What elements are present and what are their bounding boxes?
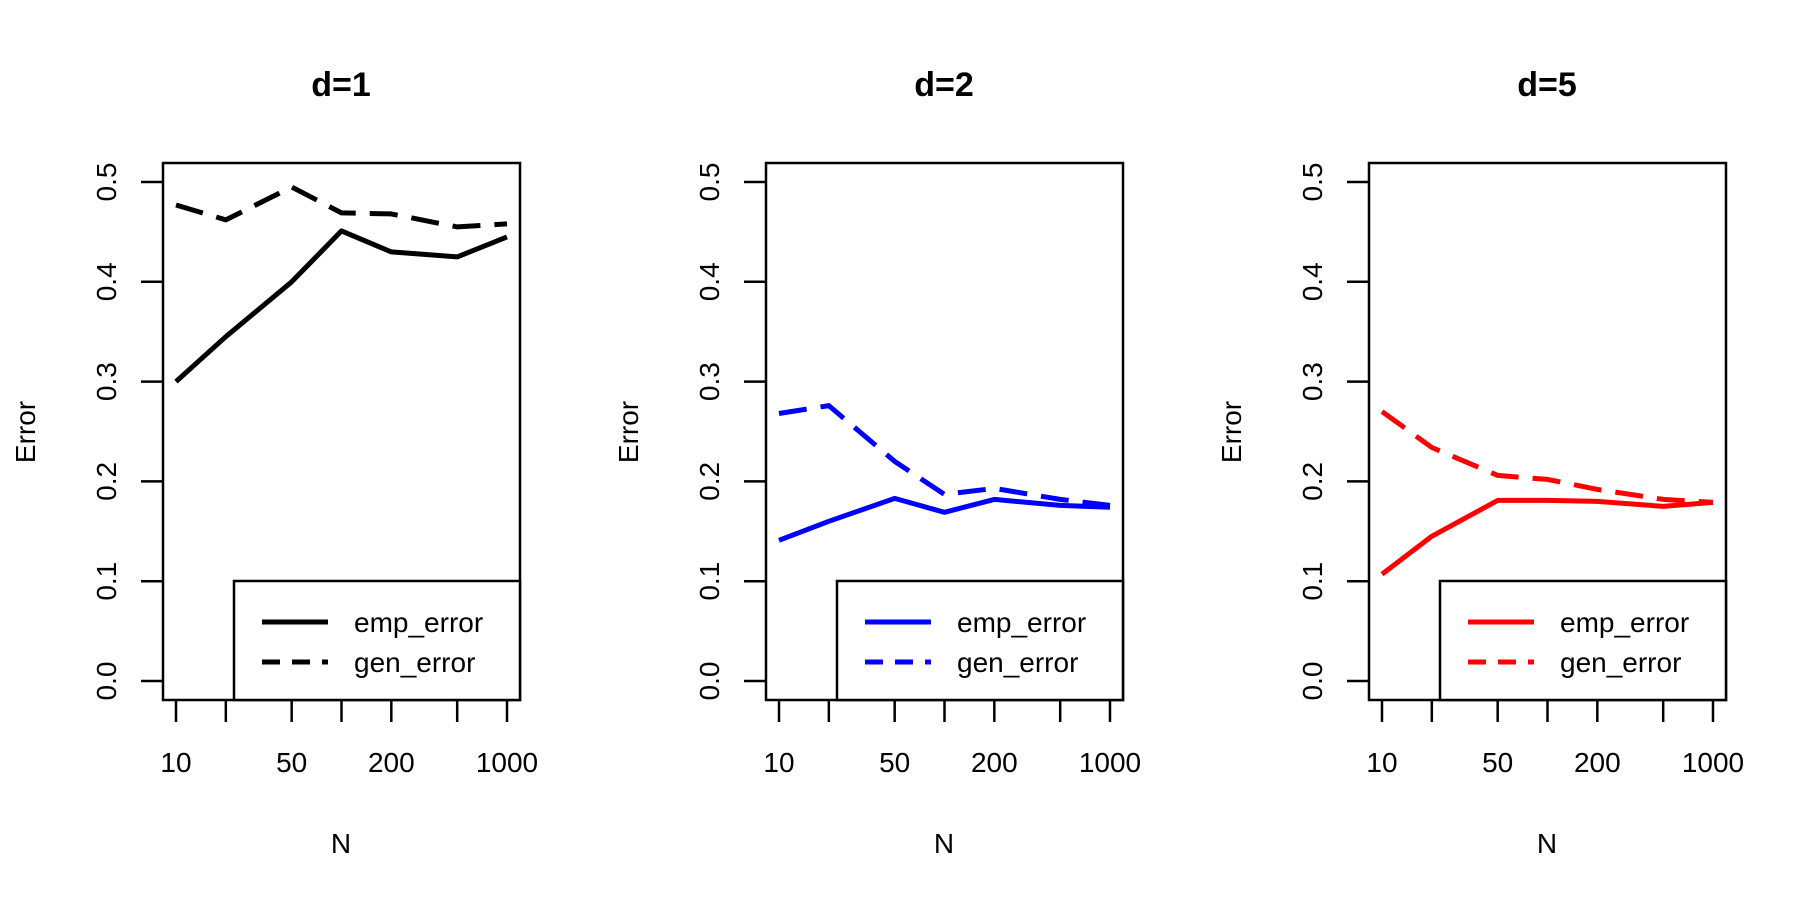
x-tick-label: 200: [368, 747, 415, 778]
y-axis-label: Error: [613, 401, 644, 463]
series-line-emp_error: [174, 228, 508, 384]
x-tick-label: 50: [276, 747, 307, 778]
legend-label-emp_error: emp_error: [354, 607, 483, 638]
x-axis-label: N: [1537, 828, 1557, 859]
series-line-gen_error: [175, 184, 508, 230]
y-tick-label: 0.0: [91, 662, 122, 701]
x-axis-label: N: [331, 828, 351, 859]
series-line-emp_error: [1380, 497, 1714, 577]
y-tick-label: 0.5: [1297, 163, 1328, 202]
x-tick-label: 200: [971, 747, 1018, 778]
legend: emp_error gen_error: [232, 579, 522, 702]
y-tick-label: 0.0: [694, 662, 725, 701]
legend-box: [232, 579, 522, 702]
legend-label-gen_error: gen_error: [957, 647, 1078, 678]
x-tick-label: 200: [1574, 747, 1621, 778]
y-tick-label: 0.0: [1297, 662, 1328, 701]
x-axis: 10 50 200 1000: [160, 700, 538, 778]
y-tick-label: 0.3: [694, 362, 725, 401]
y-tick-label: 0.3: [1297, 362, 1328, 401]
x-tick-label: 50: [1482, 747, 1513, 778]
y-tick-label: 0.2: [1297, 462, 1328, 501]
y-axis: 0.0 0.1 0.2 0.3 0.4 0.5: [91, 163, 163, 701]
x-tick-label: 1000: [1682, 747, 1744, 778]
chart-title: d=2: [914, 66, 974, 104]
legend-label-gen_error: gen_error: [354, 647, 475, 678]
y-tick-label: 0.5: [91, 163, 122, 202]
legend-box: [835, 579, 1125, 702]
x-axis: 10 50 200 1000: [1366, 700, 1744, 778]
chart-panel-3: d=5 0.0 0.1 0.2 0.3 0.4 0.5 Error 10 50 200 1000 Nem…: [1216, 66, 1744, 859]
x-tick-label: 50: [879, 747, 910, 778]
chart-panel-2: d=2 0.0 0.1 0.2 0.3 0.4 0.5 Error 10 50 200 1000 Nem…: [613, 66, 1141, 859]
y-tick-label: 0.4: [1297, 262, 1328, 301]
series-gen_error: [778, 403, 1111, 508]
y-tick-label: 0.2: [694, 462, 725, 501]
chart-panel-1: d=1 0.0 0.1 0.2 0.3 0.4 0.5 Error 10 50 200 1000 Nem…: [10, 66, 538, 859]
y-axis: 0.0 0.1 0.2 0.3 0.4 0.5: [1297, 163, 1369, 701]
legend-box: [1438, 579, 1728, 702]
y-axis-label: Error: [1216, 401, 1247, 463]
series-line-gen_error: [778, 403, 1111, 508]
y-tick-label: 0.2: [91, 462, 122, 501]
chart-title: d=1: [311, 66, 371, 104]
y-tick-label: 0.4: [694, 262, 725, 301]
y-tick-label: 0.3: [91, 362, 122, 401]
y-tick-label: 0.1: [91, 562, 122, 601]
legend-label-gen_error: gen_error: [1560, 647, 1681, 678]
y-tick-label: 0.1: [1297, 562, 1328, 601]
y-tick-label: 0.1: [694, 562, 725, 601]
x-tick-label: 10: [160, 747, 191, 778]
chart-title: d=5: [1517, 66, 1577, 104]
legend-label-emp_error: emp_error: [1560, 607, 1689, 638]
series-emp_error: [778, 495, 1111, 543]
series-gen_error: [1380, 409, 1714, 505]
series-line-gen_error: [1380, 409, 1714, 505]
y-tick-label: 0.4: [91, 262, 122, 301]
legend: emp_error gen_error: [1438, 579, 1728, 702]
x-tick-label: 10: [763, 747, 794, 778]
y-axis-label: Error: [10, 401, 41, 463]
x-tick-label: 1000: [1079, 747, 1141, 778]
x-axis-label: N: [934, 828, 954, 859]
legend-label-emp_error: emp_error: [957, 607, 1086, 638]
x-tick-label: 1000: [476, 747, 538, 778]
series-emp_error: [1380, 497, 1714, 577]
x-tick-label: 10: [1366, 747, 1397, 778]
series-gen_error: [175, 184, 508, 230]
series-line-emp_error: [778, 495, 1111, 543]
series-emp_error: [174, 228, 508, 384]
y-tick-label: 0.5: [694, 163, 725, 202]
legend: emp_error gen_error: [835, 579, 1125, 702]
x-axis: 10 50 200 1000: [763, 700, 1141, 778]
y-axis: 0.0 0.1 0.2 0.3 0.4 0.5: [694, 163, 766, 701]
